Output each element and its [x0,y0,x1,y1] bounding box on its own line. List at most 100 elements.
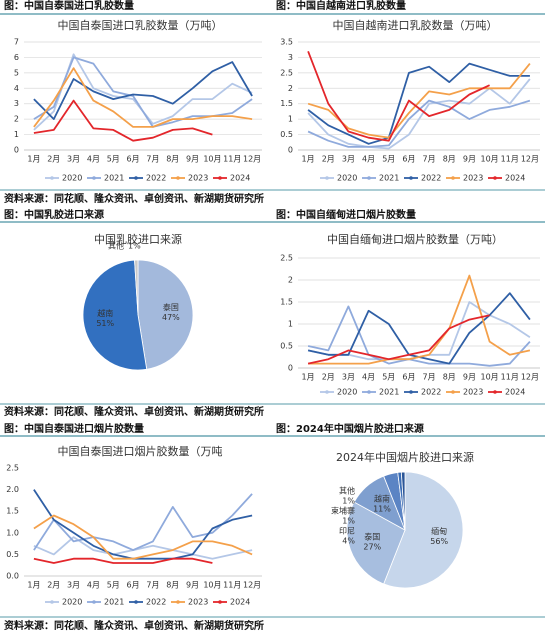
slice-value: 51% [96,319,114,328]
slice-label: 泰国 [364,531,380,541]
y-tick-label: 0 [288,364,293,373]
legend-dot [409,176,413,180]
pie-slice [346,501,406,585]
header: 图：中国自泰国进口烟片胶数量 [4,422,144,435]
pie-slice [134,259,139,316]
x-tick-label: 11月 [501,155,519,164]
x-tick-label: 4月 [87,155,100,164]
y-tick-label: 2.0 [6,485,19,494]
series-line [33,99,213,142]
y-tick-label: 4 [14,84,19,93]
legend-label: 2022 [421,174,441,183]
header: 图：中国自缅甸进口烟片胶数量 [276,208,416,221]
source: 资料来源：同花顺、隆众资讯、卓创资讯、新湖期货研究所 [4,619,264,632]
pie-slice [137,259,194,370]
y-tick-label: 1 [288,115,293,124]
legend-label: 2020 [62,174,82,183]
series-line [33,61,253,120]
x-tick-label: 10月 [480,155,498,164]
y-tick-label: 3 [14,99,19,108]
series-line [33,557,213,564]
legend-dot [367,390,371,394]
pie-slice [400,471,406,531]
x-tick-label: 9月 [186,155,199,164]
x-tick-label: 6月 [127,155,140,164]
legend-label: 2023 [188,598,208,607]
x-tick-label: 3月 [67,581,80,590]
legend-dot [325,176,329,180]
x-tick-label: 5月 [382,155,395,164]
x-tick-label: 2月 [47,155,60,164]
chart-title: 中国自泰国进口乳胶数量（万吨） [58,18,223,32]
y-tick-label: 2.5 [6,464,19,473]
x-tick-label: 2月 [47,581,60,590]
x-tick-label: 10月 [203,581,221,590]
y-tick-label: 1.5 [6,507,19,516]
legend-dot [409,390,413,394]
x-tick-label: 6月 [402,373,415,382]
series-line [307,50,490,142]
slice-label: 其他 [108,241,124,251]
legend-label: 2024 [230,174,250,183]
series-line [33,67,253,128]
x-tick-label: 8月 [443,155,456,164]
legend-dot [218,600,222,604]
legend-dot [134,600,138,604]
slice-label: 越南 [374,493,390,503]
x-tick-label: 8月 [166,155,179,164]
y-tick-label: 1 [288,320,293,329]
legend-dot [92,176,96,180]
x-tick-label: 5月 [382,373,395,382]
legend-label: 2020 [337,388,357,397]
x-tick-label: 3月 [342,155,355,164]
y-tick-label: 2 [288,84,293,93]
legend-label: 2021 [104,174,124,183]
series-line [307,99,531,148]
chart-title: 中国乳胶进口来源 [94,232,182,246]
slice-value: 1% [128,242,141,251]
slice-label: 其他 [339,486,355,496]
series-line [307,63,531,139]
legend-dot [451,390,455,394]
y-tick-label: 5 [14,68,19,77]
x-tick-label: 9月 [463,155,476,164]
chart-title: 2024年中国烟片胶进口来源 [336,450,474,464]
x-tick-label: 7月 [146,155,159,164]
y-tick-label: 3.5 [280,38,293,47]
slice-value: 1% [342,517,355,526]
x-tick-label: 4月 [362,155,375,164]
legend-label: 2021 [104,598,124,607]
x-tick-label: 3月 [342,373,355,382]
series-line [33,493,253,551]
y-tick-label: 2.5 [280,68,293,77]
legend-label: 2022 [146,598,166,607]
y-tick-label: 2 [288,276,293,285]
legend-dot [50,600,54,604]
y-tick-label: 0 [288,146,293,155]
x-tick-label: 12月 [243,581,261,590]
slice-value: 1% [342,497,355,506]
legend-label: 2020 [337,174,357,183]
series-line [307,305,531,367]
x-tick-label: 2月 [322,155,335,164]
x-tick-label: 9月 [463,373,476,382]
x-tick-label: 2月 [322,373,335,382]
legend-label: 2021 [379,174,399,183]
legend-label: 2020 [62,598,82,607]
y-tick-label: 7 [14,38,19,47]
x-tick-label: 3月 [67,155,80,164]
x-tick-label: 1月 [302,373,315,382]
slice-value: 4% [342,537,355,546]
slice-value: 27% [363,542,381,551]
slice-label: 越南 [97,308,113,318]
legend-label: 2022 [146,174,166,183]
x-tick-label: 8月 [166,581,179,590]
legend-dot [50,176,54,180]
x-tick-label: 7月 [423,155,436,164]
x-tick-label: 1月 [27,581,40,590]
legend-label: 2021 [379,388,399,397]
legend-label: 2023 [463,388,483,397]
x-tick-label: 6月 [402,155,415,164]
header: 图：中国自越南进口乳胶数量 [276,0,406,12]
x-tick-label: 11月 [501,373,519,382]
